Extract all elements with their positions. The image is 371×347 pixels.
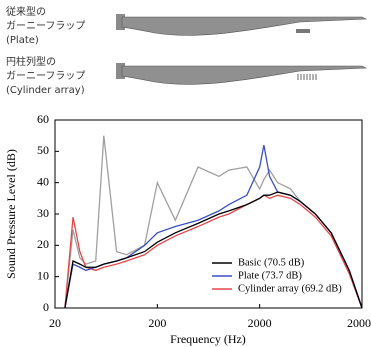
diagram-label: ガーニーフラップ (6, 70, 85, 82)
y-tick-label: 50 (37, 143, 49, 157)
x-tick-label: 20000 (347, 316, 371, 330)
y-tick-label: 30 (37, 206, 49, 220)
x-axis-label: Frequency (Hz) (170, 332, 246, 346)
series-line (65, 136, 362, 308)
airfoil-cylinder (116, 63, 366, 84)
x-tick-label: 200 (148, 316, 166, 330)
figure: 従来型の ガーニーフラップ (Plate) 円柱列型の ガーニーフラップ (Cy… (0, 0, 371, 347)
diagram-label: (Cylinder array) (6, 85, 85, 96)
diagram-label: 従来型の (6, 5, 46, 18)
diagram-label: (Plate) (6, 35, 39, 46)
airfoil-plate (116, 14, 366, 35)
diagram-label: 円柱列型の (6, 55, 56, 68)
y-tick-label: 60 (37, 112, 49, 126)
legend-label: Cylinder array (69.2 dB) (238, 283, 342, 294)
x-tick-label: 20 (49, 316, 61, 330)
diagram-label: ガーニーフラップ (6, 20, 85, 32)
x-tick-label: 2000 (248, 316, 272, 330)
y-tick-label: 40 (37, 174, 49, 188)
legend-label: Basic (70.5 dB) (238, 257, 305, 268)
y-tick-label: 10 (37, 268, 49, 282)
y-tick-label: 0 (43, 300, 49, 314)
legend-label: Plate (73.7 dB) (238, 270, 302, 281)
page: 従来型の ガーニーフラップ (Plate) 円柱列型の ガーニーフラップ (Cy… (0, 0, 371, 347)
y-axis-label: Sound Pressure Level (dB) (4, 149, 18, 279)
y-tick-label: 20 (37, 237, 49, 251)
